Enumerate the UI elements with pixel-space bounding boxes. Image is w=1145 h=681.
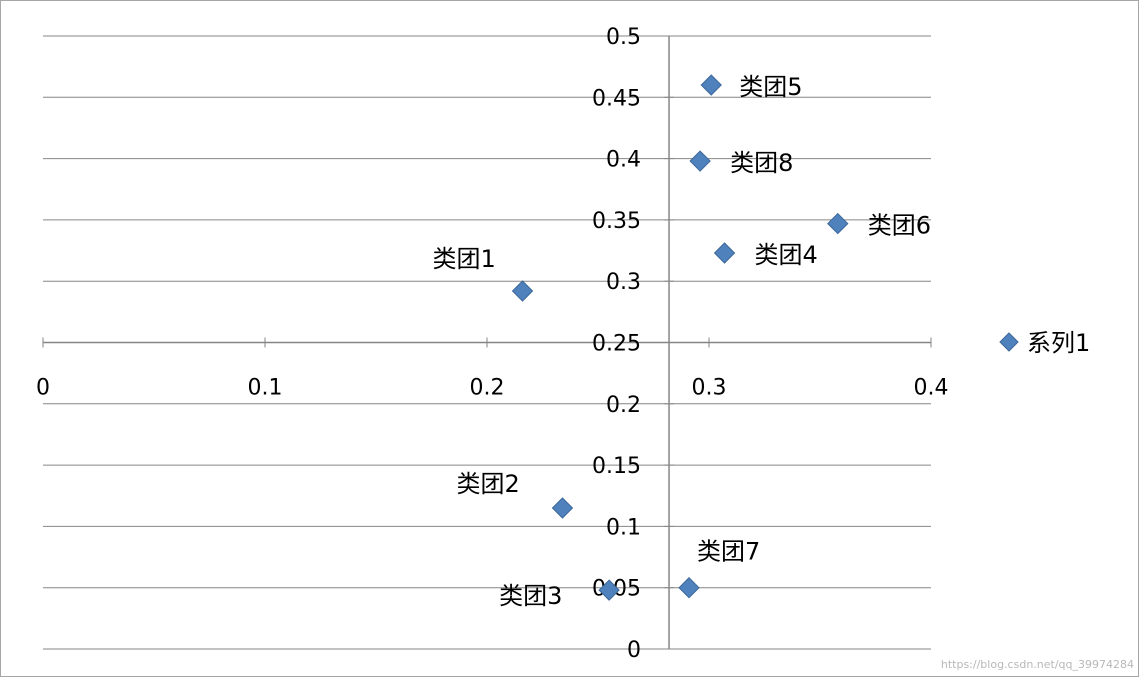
data-label-2: 类团2 (456, 470, 519, 498)
data-point-5 (700, 74, 722, 96)
data-label-4: 类团4 (755, 241, 818, 269)
data-label-6: 类团6 (868, 212, 931, 240)
y-tick-label: 0.25 (592, 332, 641, 357)
tick-labels: 00.050.10.150.20.250.30.350.40.450.500.1… (36, 25, 949, 663)
data-point-2 (551, 497, 574, 519)
gridlines (43, 35, 931, 650)
y-tick-label: 0.15 (592, 454, 641, 479)
data-label-8: 类团8 (730, 149, 793, 177)
data-point-3 (598, 579, 620, 601)
y-tick-label: 0.4 (606, 148, 641, 173)
data-point-1 (511, 280, 534, 302)
data-points (511, 74, 849, 601)
data-point-4 (713, 242, 736, 264)
x-tick-label: 0.2 (470, 376, 505, 401)
watermark: https://blog.csdn.net/qq_39974284 (941, 658, 1134, 671)
y-tick-label: 0.3 (606, 270, 641, 295)
y-tick-label: 0.35 (592, 209, 641, 234)
x-tick-label: 0 (36, 376, 50, 401)
data-label-7: 类团7 (697, 538, 760, 566)
data-point-7 (678, 576, 700, 599)
data-label-5: 类团5 (739, 73, 802, 101)
x-tick-label: 0.1 (248, 376, 283, 401)
y-tick-label: 0.45 (592, 86, 641, 111)
data-point-8 (689, 150, 711, 172)
data-point-6 (827, 212, 849, 235)
y-tick-label: 0.2 (606, 393, 641, 418)
y-tick-label: 0.1 (606, 515, 641, 540)
legend: 系列1 (999, 329, 1090, 357)
axes (42, 35, 932, 650)
y-tick-label: 0.5 (606, 25, 641, 50)
legend-label: 系列1 (1027, 329, 1090, 357)
data-label-3: 类团3 (499, 582, 562, 610)
x-tick-label: 0.4 (914, 376, 949, 401)
legend-marker (999, 332, 1019, 352)
y-tick-label: 0 (627, 638, 641, 663)
data-label-1: 类团1 (433, 245, 496, 273)
data-labels: 类团1 类团2 类团3 类团4 类团5 类团6 类团7 类团8 (433, 73, 932, 610)
x-tick-label: 0.3 (692, 376, 727, 401)
